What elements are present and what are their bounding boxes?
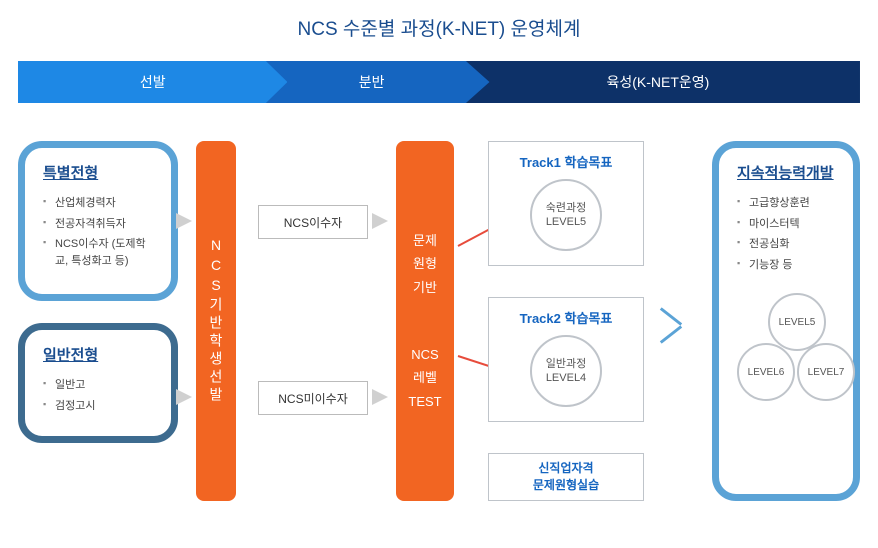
track2-level-circle: 일반과정 LEVEL4 xyxy=(530,335,602,407)
new-vocation-box: 신직업자격 문제원형실습 xyxy=(488,453,644,501)
cont-title: 지속적능력개발 xyxy=(737,162,835,183)
arrow-icon xyxy=(372,389,388,405)
chevron-right-icon xyxy=(658,305,686,349)
pillar2-line: 문제 xyxy=(413,229,437,252)
track1-line: LEVEL5 xyxy=(546,215,586,229)
track2-line: 일반과정 xyxy=(546,357,586,371)
flow-diagram: 특별전형 산업체경력자 전공자격취득자 NCS이수자 (도제학교, 특성화고 등… xyxy=(18,133,860,533)
pillar2-line: NCS xyxy=(408,343,441,366)
continuous-dev-panel: 지속적능력개발 고급향상훈련 마이스터텍 전공심화 기능장 등 LEVEL5 L… xyxy=(712,141,860,501)
test-pillar: 문제 원형 기반 NCS 레벨 TEST xyxy=(396,141,454,501)
special-item: 산업체경력자 xyxy=(43,193,153,214)
ncs-noncompleter-box: NCS미이수자 xyxy=(258,381,368,415)
ncs-completer-box: NCS이수자 xyxy=(258,205,368,239)
stage-banner: 선발 분반 육성(K-NET운영) xyxy=(18,61,860,103)
pillar2-bot: NCS 레벨 TEST xyxy=(408,343,441,413)
track1-line: 숙련과정 xyxy=(546,201,586,215)
cont-item: 전공심화 xyxy=(737,234,835,255)
pillar2-line: 레벨 xyxy=(408,366,441,389)
ncs-selection-pillar: NCS기반학생선발 xyxy=(196,141,236,501)
pillar2-line: TEST xyxy=(408,390,441,413)
cont-item: 고급향상훈련 xyxy=(737,193,835,214)
level-circle: LEVEL5 xyxy=(768,293,826,351)
track1-panel: Track1 학습목표 숙련과정 LEVEL5 xyxy=(488,141,644,266)
stage-classify: 분반 xyxy=(254,61,490,103)
cont-item: 기능장 등 xyxy=(737,255,835,276)
stage-develop: 육성(K-NET운영) xyxy=(456,61,860,103)
arrow-icon xyxy=(176,389,192,405)
arrow-icon xyxy=(176,213,192,229)
special-title: 특별전형 xyxy=(43,162,153,183)
track2-line: LEVEL4 xyxy=(546,371,586,385)
general-title: 일반전형 xyxy=(43,344,153,365)
level-cluster: LEVEL5 LEVEL6 LEVEL7 xyxy=(737,293,857,413)
track2-title: Track2 학습목표 xyxy=(497,308,635,327)
pillar2-line: 원형 xyxy=(413,252,437,275)
general-item: 일반고 xyxy=(43,375,153,396)
special-item: 전공자격취득자 xyxy=(43,214,153,235)
track1-title: Track1 학습목표 xyxy=(497,152,635,171)
stage-selection: 선발 xyxy=(18,61,287,103)
track2-panel: Track2 학습목표 일반과정 LEVEL4 xyxy=(488,297,644,422)
pillar2-line: 기반 xyxy=(413,276,437,299)
level-circle: LEVEL6 xyxy=(737,343,795,401)
level-circle: LEVEL7 xyxy=(797,343,855,401)
special-item: NCS이수자 (도제학교, 특성화고 등) xyxy=(43,234,153,271)
cont-item: 마이스터텍 xyxy=(737,214,835,235)
special-admission-panel: 특별전형 산업체경력자 전공자격취득자 NCS이수자 (도제학교, 특성화고 등… xyxy=(18,141,178,301)
arrow-icon xyxy=(372,213,388,229)
general-item: 검정고시 xyxy=(43,396,153,417)
pillar2-top: 문제 원형 기반 xyxy=(413,229,437,299)
page-title: NCS 수준별 과정(K-NET) 운영체계 xyxy=(18,14,860,41)
general-admission-panel: 일반전형 일반고 검정고시 xyxy=(18,323,178,443)
track1-level-circle: 숙련과정 LEVEL5 xyxy=(530,179,602,251)
